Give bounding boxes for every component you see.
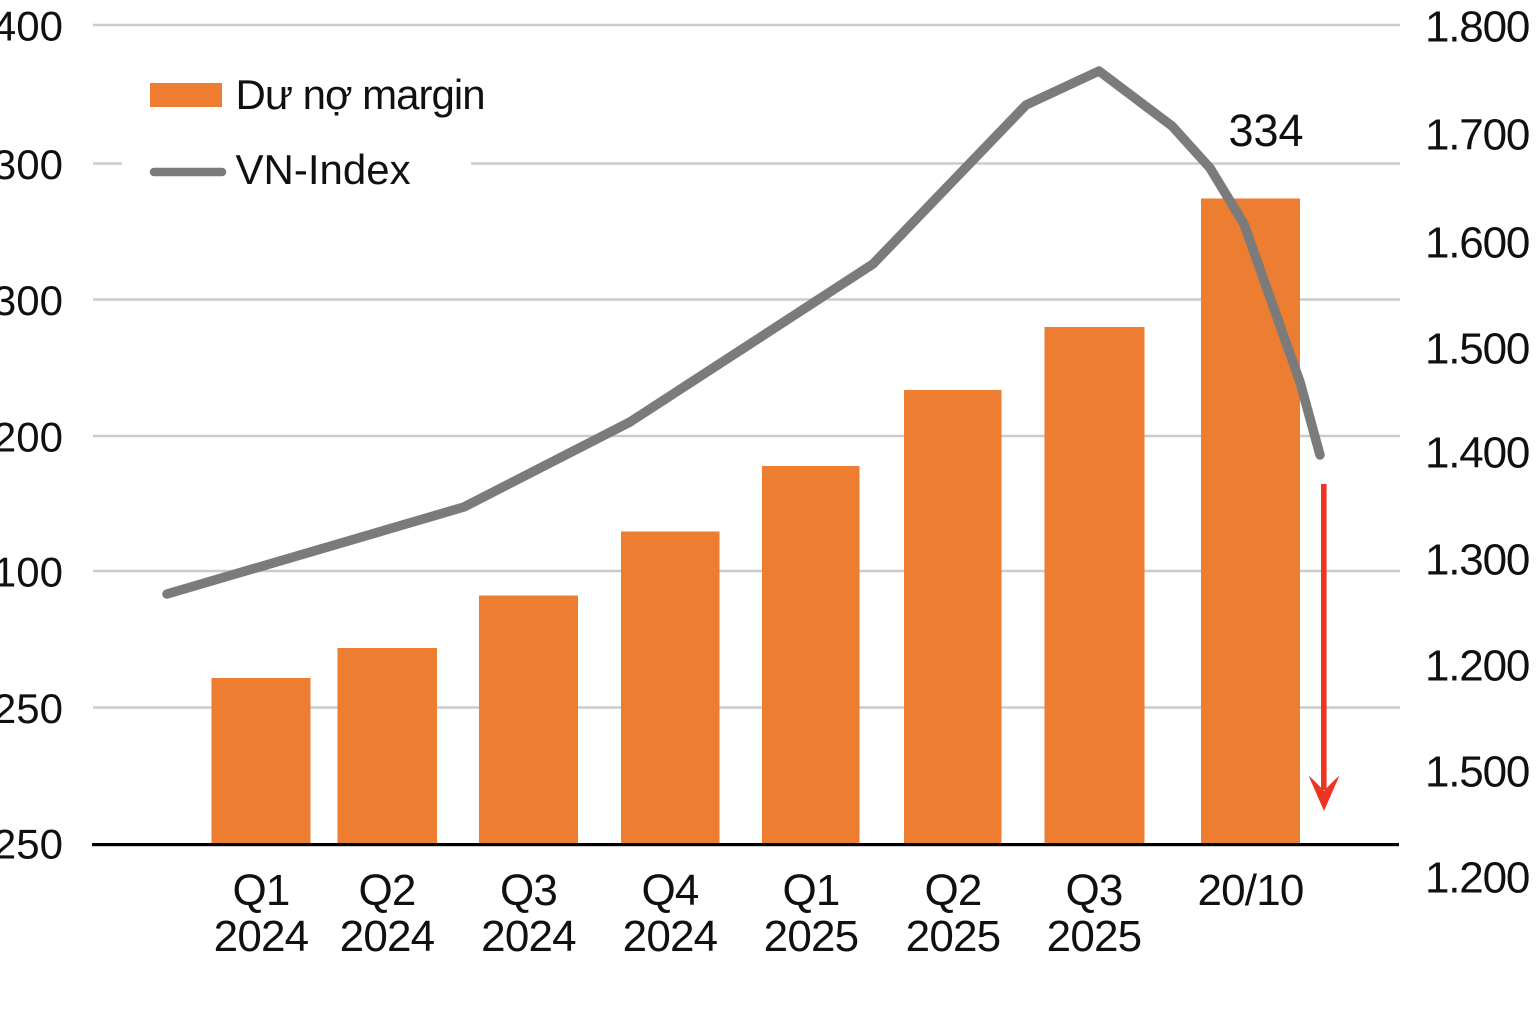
svg-text:300: 300 bbox=[0, 141, 63, 188]
svg-text:1.500: 1.500 bbox=[1425, 325, 1529, 374]
svg-text:400: 400 bbox=[0, 3, 63, 50]
svg-text:2024: 2024 bbox=[481, 912, 576, 961]
svg-text:200: 200 bbox=[0, 414, 63, 461]
svg-text:334: 334 bbox=[1228, 105, 1303, 156]
svg-text:2025: 2025 bbox=[1047, 912, 1142, 961]
svg-text:1.200: 1.200 bbox=[1425, 642, 1529, 691]
svg-text:2025: 2025 bbox=[906, 912, 1001, 961]
svg-text:VN-Index: VN-Index bbox=[236, 146, 411, 193]
svg-text:Q1: Q1 bbox=[782, 866, 839, 915]
svg-text:100: 100 bbox=[0, 549, 63, 596]
svg-text:Q1: Q1 bbox=[232, 866, 289, 915]
svg-text:Q2: Q2 bbox=[358, 866, 415, 915]
svg-text:Q4: Q4 bbox=[641, 866, 698, 915]
svg-text:Q2: Q2 bbox=[924, 866, 981, 915]
svg-text:2024: 2024 bbox=[623, 912, 718, 961]
svg-text:2024: 2024 bbox=[340, 912, 435, 961]
svg-text:300: 300 bbox=[0, 277, 63, 324]
svg-text:250: 250 bbox=[0, 821, 63, 868]
svg-text:2025: 2025 bbox=[764, 912, 859, 961]
svg-text:Q3: Q3 bbox=[1065, 866, 1122, 915]
svg-text:1.500: 1.500 bbox=[1425, 748, 1529, 797]
svg-text:1.400: 1.400 bbox=[1425, 429, 1529, 478]
svg-text:1.600: 1.600 bbox=[1425, 219, 1529, 268]
svg-text:20/10: 20/10 bbox=[1197, 866, 1303, 915]
svg-text:1.300: 1.300 bbox=[1425, 536, 1529, 585]
svg-text:250: 250 bbox=[0, 685, 63, 732]
svg-text:Dư nợ margin: Dư nợ margin bbox=[236, 71, 485, 118]
svg-text:1.200: 1.200 bbox=[1425, 854, 1529, 903]
svg-text:1.700: 1.700 bbox=[1425, 111, 1529, 160]
svg-text:1.800: 1.800 bbox=[1425, 3, 1529, 52]
svg-text:Q3: Q3 bbox=[500, 866, 557, 915]
svg-text:2024: 2024 bbox=[214, 912, 309, 961]
